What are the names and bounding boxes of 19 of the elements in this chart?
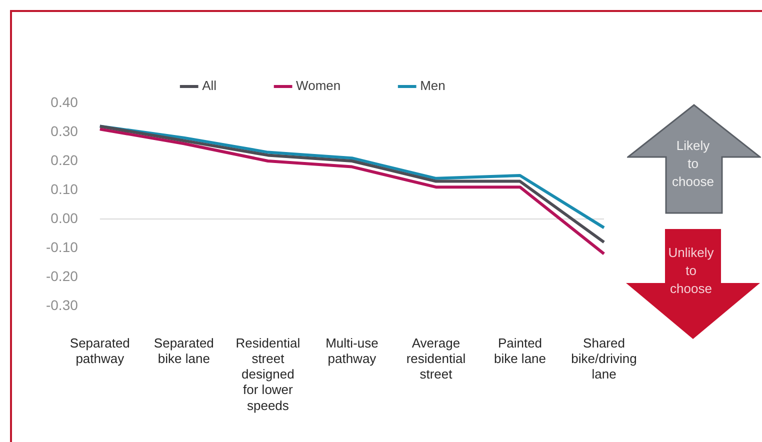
y-tick-label: 0.40 xyxy=(50,94,78,110)
y-tick-label: 0.00 xyxy=(50,210,78,226)
up-arrow-icon: Likely to choose xyxy=(627,104,761,214)
y-tick-label: -0.10 xyxy=(46,238,78,255)
x-tick-label: Separated pathway xyxy=(70,335,130,366)
x-tick-label: Average residential street xyxy=(406,335,466,382)
x-tick-label: Multi-use pathway xyxy=(326,335,378,366)
legend-label: Women xyxy=(296,78,341,94)
x-tick-label: Separated bike lane xyxy=(154,335,214,366)
y-tick-label: 0.10 xyxy=(50,180,78,197)
down-arrow-icon: Unlikely to choose xyxy=(625,228,761,340)
x-tick-label: Residential street designed for lower speeds xyxy=(236,335,300,413)
y-tick-label: 0.20 xyxy=(50,152,78,168)
y-tick-label: -0.20 xyxy=(46,268,78,284)
y-tick-label: -0.30 xyxy=(46,296,78,313)
x-tick-label: Painted bike lane xyxy=(494,335,546,366)
legend-label: All xyxy=(202,78,217,94)
y-tick-label: 0.30 xyxy=(50,122,78,139)
legend-label: Men xyxy=(420,78,446,94)
